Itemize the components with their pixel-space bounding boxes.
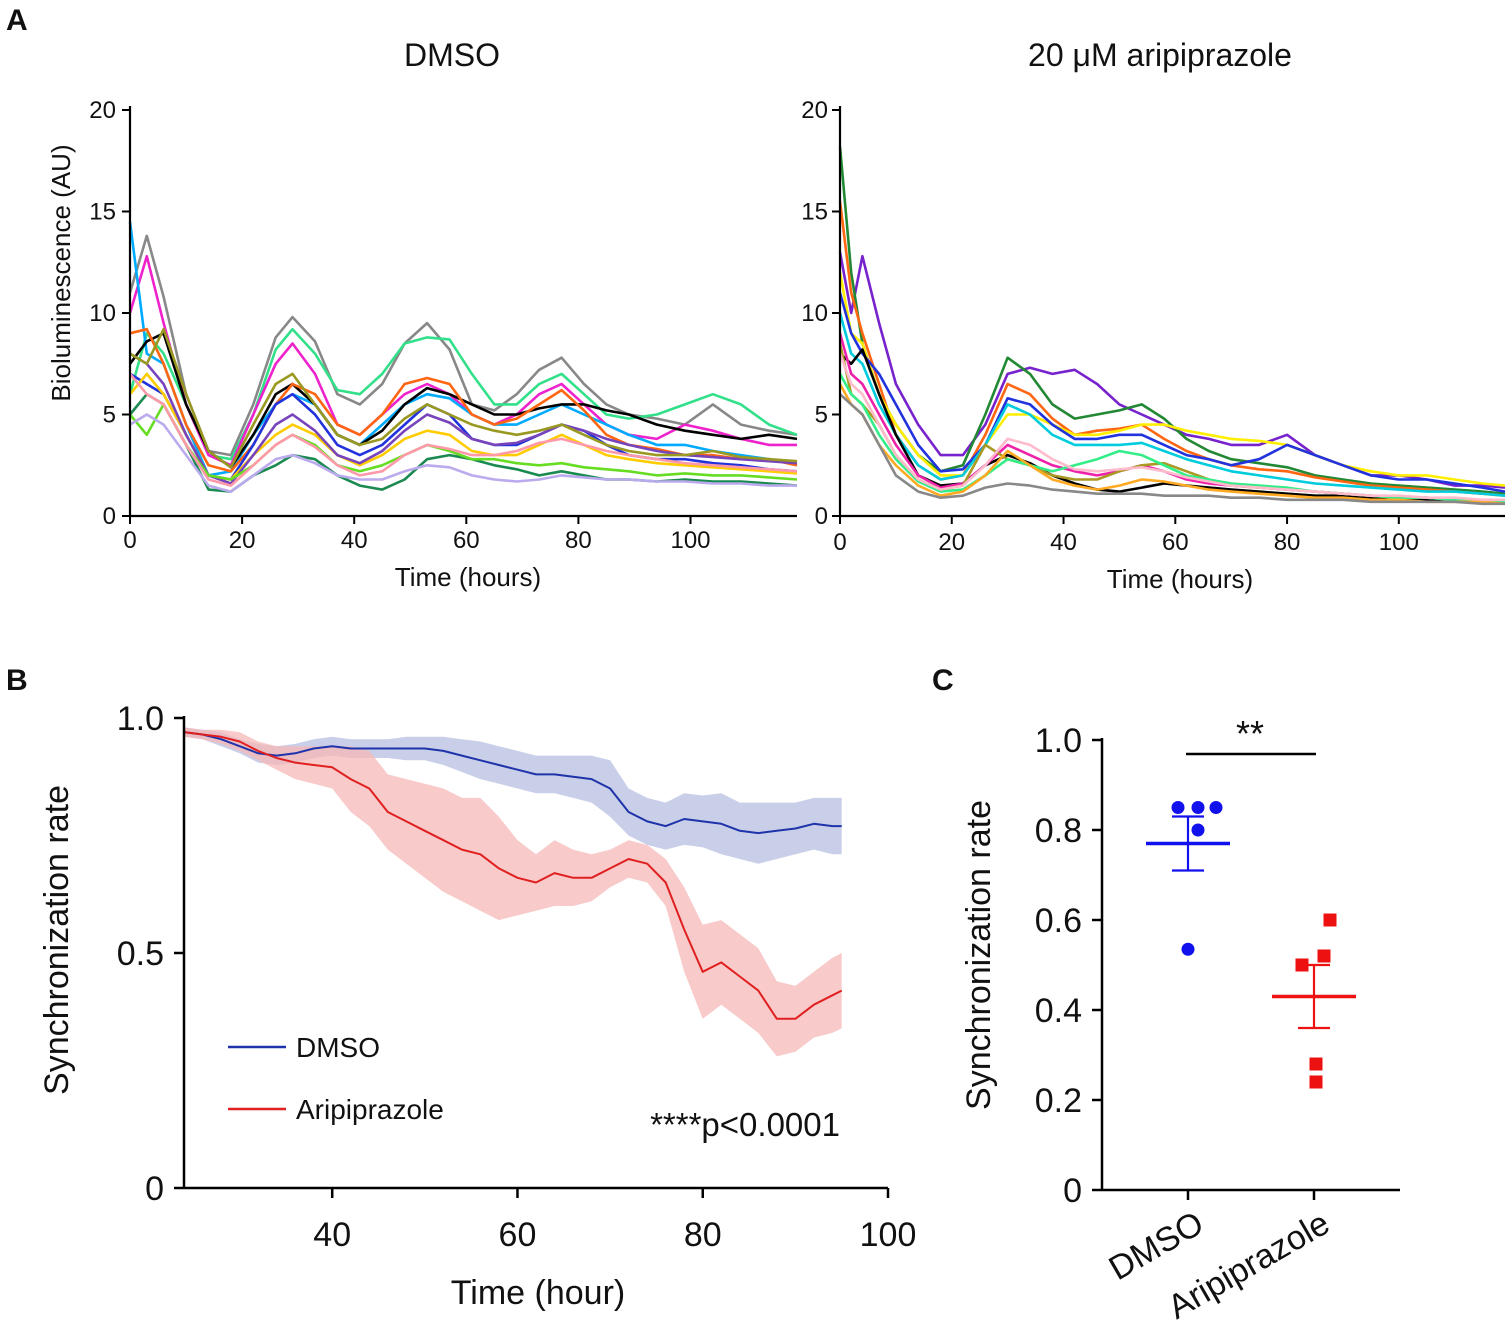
point-dmso — [1209, 801, 1223, 814]
x-tick-label: 60 — [453, 527, 480, 554]
panel-letter-c: C — [932, 664, 954, 697]
panel-b-ylabel: Synchronization rate — [38, 785, 76, 1095]
point-aripiprazole — [1317, 949, 1331, 963]
x-tick-label: 40 — [1050, 529, 1077, 556]
panel-b: 0 0.5 1.0 40 60 80 100 Time (hour) Synchroniza… — [38, 700, 916, 1312]
y-tick-label: 15 — [801, 199, 828, 226]
panel-a1-trace-6 — [129, 327, 798, 473]
y-tick-label: 20 — [89, 97, 116, 124]
y-tick-label: 15 — [89, 199, 116, 226]
panel-c-ylabel: Synchronization rate — [960, 800, 998, 1110]
x-tick-label: 40 — [341, 527, 368, 554]
point-dmso — [1191, 801, 1205, 814]
panel-a2-trace-1 — [838, 251, 1506, 489]
panel-a1-trace-2 — [128, 327, 798, 461]
y-tick-label: 1.0 — [117, 700, 164, 738]
x-tick-label: 100 — [860, 1216, 917, 1254]
panel-letter-a: A — [6, 4, 28, 37]
panel-a1-trace-11 — [129, 327, 798, 469]
band-aripiprazole — [184, 727, 842, 1057]
x-tick-label: 0 — [123, 527, 136, 554]
panel-letter-b: B — [6, 664, 28, 697]
point-dmso — [1191, 823, 1205, 837]
y-tick-label: 0.4 — [1035, 992, 1082, 1030]
legend-label-dmso: DMSO — [296, 1032, 380, 1063]
panel-c-marks — [1146, 801, 1356, 1089]
point-dmso — [1181, 942, 1195, 956]
legend-label-aripiprazole: Aripiprazole — [296, 1094, 444, 1125]
y-tick-label: 0.2 — [1035, 1082, 1082, 1120]
x-tick-label: 60 — [1162, 529, 1189, 556]
line-dmso — [183, 731, 842, 835]
panel-a1-trace-14 — [129, 413, 797, 493]
panel-a2-title: 20 μM aripiprazole — [1028, 37, 1292, 73]
x-tick-label: 80 — [565, 527, 592, 554]
y-tick-label: 0 — [145, 1170, 164, 1208]
y-tick-label: 5 — [815, 402, 828, 429]
y-tick-label: 1.0 — [1035, 722, 1082, 760]
point-aripiprazole — [1309, 1075, 1323, 1089]
x-tick-label: 80 — [1274, 529, 1301, 556]
panel-a2-series — [838, 146, 1506, 506]
panel-a1-xlabel: Time (hours) — [395, 562, 541, 592]
y-tick-label: 0.6 — [1035, 902, 1082, 940]
point-aripiprazole — [1309, 1057, 1323, 1071]
y-tick-label: 0 — [815, 503, 828, 530]
panel-a1-trace-1 — [128, 234, 798, 457]
panel-a1-ylabel: Bioluminescence (AU) — [46, 144, 76, 401]
panel-a2-axes: 0 5 10 15 20 0 20 40 60 80 100 — [801, 97, 1505, 556]
panel-a2-xlabel: Time (hours) — [1107, 564, 1253, 594]
x-tick-label: 80 — [684, 1216, 722, 1254]
panel-a2-trace-5 — [838, 292, 1506, 493]
panel-a2-trace-4 — [838, 272, 1506, 487]
y-tick-label: 5 — [103, 402, 116, 429]
panel-b-series — [183, 727, 843, 1057]
y-tick-label: 10 — [89, 300, 116, 327]
x-tick-label: 40 — [313, 1216, 351, 1254]
y-tick-label: 0 — [103, 503, 116, 530]
panel-a1-trace-9 — [129, 352, 798, 485]
panel-a2-trace-13 — [839, 393, 1505, 506]
x-tick-label: 100 — [1379, 529, 1419, 556]
panel-a1-title: DMSO — [404, 37, 500, 73]
band-dmso — [184, 727, 842, 864]
panel-a2-trace-11 — [838, 383, 1506, 506]
x-tick-label: 0 — [833, 529, 846, 556]
panel-a1-axes: 0 5 10 15 20 0 20 40 60 80 100 — [89, 97, 797, 554]
panel-a1-series — [128, 221, 798, 493]
panel-a-dmso: DMSO 0 5 10 15 20 0 20 40 60 80 100 Time (hours) B… — [46, 37, 798, 592]
point-aripiprazole — [1323, 913, 1337, 927]
x-tick-label: 100 — [670, 527, 710, 554]
x-tick-label: 20 — [938, 529, 965, 556]
panel-b-legend: DMSO Aripiprazole — [228, 1032, 444, 1125]
panel-c-significance: ** — [1236, 713, 1264, 754]
line-aripiprazole — [183, 731, 843, 1020]
panel-b-axes: 0 0.5 1.0 40 60 80 100 — [117, 700, 917, 1254]
y-tick-label: 10 — [801, 300, 828, 327]
panel-a2-trace-3 — [838, 201, 1506, 497]
y-tick-label: 0 — [1063, 1172, 1082, 1210]
panel-a1-trace-13 — [128, 373, 798, 487]
x-tick-label: 20 — [229, 527, 256, 554]
x-tick-label: 60 — [499, 1216, 537, 1254]
panel-a2-trace-2 — [838, 146, 1506, 495]
panel-b-pvalue: ****p<0.0001 — [650, 1106, 840, 1143]
panel-a1-trace-4 — [128, 221, 798, 477]
y-tick-label: 0.8 — [1035, 812, 1082, 850]
panel-b-xlabel: Time (hour) — [451, 1274, 625, 1312]
y-tick-label: 0.5 — [117, 935, 164, 973]
y-tick-label: 20 — [801, 97, 828, 124]
point-dmso — [1171, 801, 1185, 814]
panel-a2-trace-12 — [838, 353, 1505, 502]
panel-a2-trace-6 — [838, 312, 1506, 497]
